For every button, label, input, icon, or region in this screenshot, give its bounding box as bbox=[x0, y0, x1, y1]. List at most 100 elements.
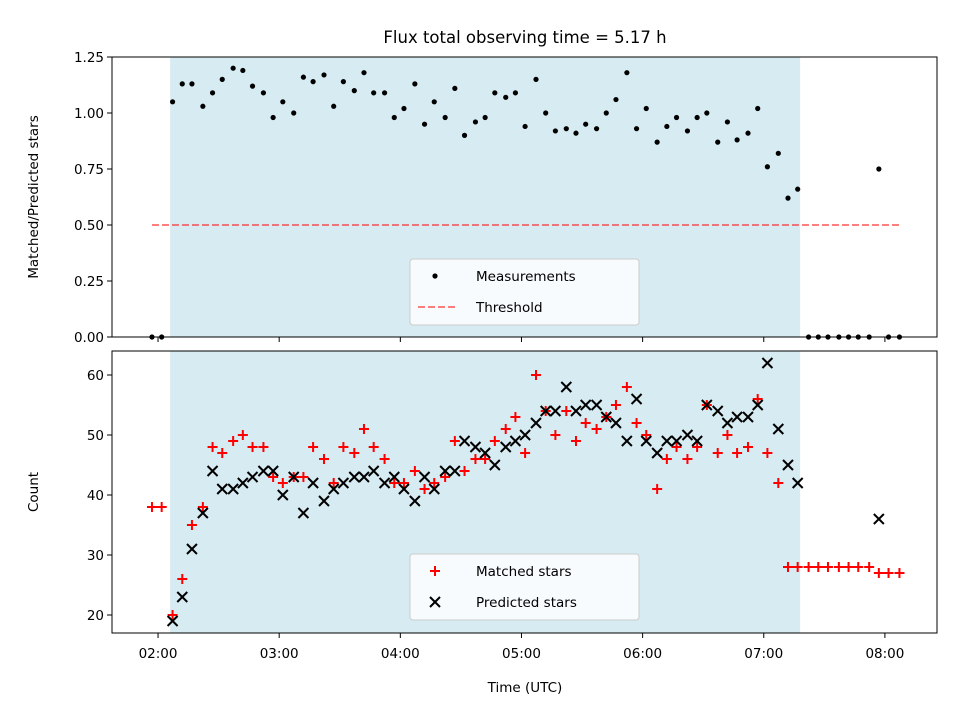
matched-star-point bbox=[661, 454, 672, 464]
measurement-point bbox=[179, 81, 185, 87]
predicted-star-point bbox=[712, 405, 724, 417]
x-tick-label: 02:00 bbox=[139, 646, 178, 662]
predicted-star-point bbox=[327, 483, 340, 495]
matched-star-point bbox=[570, 436, 581, 446]
matched-star-point bbox=[429, 478, 440, 488]
measurement-point bbox=[522, 123, 528, 130]
measurement-point bbox=[421, 121, 428, 127]
predicted-star-point bbox=[176, 591, 188, 603]
matched-star-point bbox=[520, 448, 531, 458]
predicted-star-point bbox=[348, 471, 360, 483]
y-tick-label: 1.25 bbox=[74, 50, 104, 66]
measurement-point bbox=[684, 128, 691, 134]
predicted-star-point bbox=[449, 465, 461, 477]
matched-star-point bbox=[328, 478, 339, 488]
measurement-point bbox=[391, 114, 397, 121]
measurement-point bbox=[442, 114, 448, 121]
measurement-point bbox=[492, 90, 498, 96]
measurement-point bbox=[209, 90, 216, 96]
measurement-point bbox=[704, 110, 710, 116]
bottom-panel: 20 30 40 50 60 02:00 03:00 04:00 05:00 06:00 07:00… bbox=[26, 350, 938, 662]
predicted-star-point bbox=[388, 471, 400, 483]
measurement-point bbox=[351, 88, 357, 94]
matched-star-point bbox=[510, 412, 521, 422]
measurement-point bbox=[310, 79, 316, 85]
predicted-star-point bbox=[288, 471, 300, 483]
x-axis-label: Time (UTC) bbox=[487, 680, 563, 696]
y-tick-label: 0.75 bbox=[74, 162, 104, 178]
measurement-point bbox=[240, 67, 246, 74]
matched-star-point bbox=[752, 394, 763, 404]
matched-star-point bbox=[591, 424, 602, 434]
measurement-point bbox=[593, 126, 600, 132]
measurement-point bbox=[461, 132, 468, 138]
matched-star-point bbox=[864, 562, 875, 572]
predicted-star-point bbox=[227, 483, 239, 495]
bottom-axes-frame bbox=[111, 350, 938, 634]
predicted-star-point bbox=[539, 405, 552, 417]
predicted-star-point bbox=[600, 411, 612, 423]
measurement-point bbox=[503, 94, 509, 100]
predicted-star-point bbox=[307, 477, 319, 489]
measurement-point bbox=[452, 85, 458, 91]
matched-star-point bbox=[207, 442, 218, 452]
top-legend-box bbox=[409, 258, 640, 326]
predicted-star-point bbox=[721, 417, 734, 429]
matched-star-point bbox=[682, 454, 693, 464]
matched-star-point bbox=[319, 454, 330, 464]
matched-star-point bbox=[409, 466, 420, 476]
measurement-point bbox=[401, 105, 407, 112]
matched-star-point bbox=[470, 454, 481, 464]
predicted-star-point bbox=[418, 471, 431, 483]
predicted-star-point bbox=[337, 477, 350, 489]
predicted-star-point bbox=[570, 405, 582, 417]
matched-star-point bbox=[186, 520, 197, 530]
matched-star-point bbox=[853, 562, 864, 572]
matched-star-point bbox=[349, 448, 360, 458]
x-tick-label: 06:00 bbox=[623, 646, 662, 662]
x-tick-label: 03:00 bbox=[260, 646, 299, 662]
predicted-star-point bbox=[681, 429, 694, 441]
measurement-point bbox=[664, 123, 670, 130]
predicted-star-point bbox=[509, 435, 522, 447]
measurement-point bbox=[715, 139, 721, 145]
matched-star-point bbox=[631, 418, 642, 428]
matched-star-point bbox=[813, 562, 824, 572]
measurement-point bbox=[169, 99, 176, 105]
x-tick-label: 08:00 bbox=[865, 646, 904, 662]
y-tick-label: 30 bbox=[87, 548, 104, 564]
matched-star-point bbox=[822, 562, 833, 572]
measurement-point bbox=[219, 76, 225, 82]
matched-star-point bbox=[722, 430, 733, 440]
predicted-star-point bbox=[216, 483, 228, 495]
measurement-point bbox=[734, 137, 740, 143]
measurement-point bbox=[573, 130, 579, 136]
predicted-star-point bbox=[772, 423, 785, 435]
predicted-star-point bbox=[701, 399, 713, 411]
matched-star-point bbox=[621, 382, 632, 392]
measurement-point bbox=[533, 76, 539, 82]
measurement-point bbox=[291, 110, 297, 116]
top-y-axis-label: Matched/Predicted stars bbox=[26, 115, 42, 278]
measurement-point bbox=[694, 114, 700, 121]
matched-star-point bbox=[197, 502, 208, 512]
legend-predicted-marker bbox=[429, 596, 441, 608]
matched-star-point bbox=[156, 502, 167, 512]
measurement-point bbox=[300, 74, 307, 80]
bottom-legend-box bbox=[409, 553, 640, 621]
predicted-star-point bbox=[560, 381, 573, 393]
predicted-star-point bbox=[197, 507, 209, 519]
predicted-star-point bbox=[367, 465, 380, 477]
predicted-star-point bbox=[186, 543, 198, 555]
predicted-star-point bbox=[873, 513, 885, 525]
legend-label: Matched stars bbox=[476, 564, 572, 580]
predicted-star-point bbox=[691, 435, 703, 447]
predicted-star-point bbox=[791, 477, 804, 489]
y-tick-label: 60 bbox=[87, 368, 104, 384]
predicted-star-point bbox=[428, 483, 440, 495]
matched-star-point bbox=[641, 430, 652, 440]
measurement-point bbox=[280, 99, 286, 105]
measurement-point bbox=[331, 103, 337, 109]
matched-star-point bbox=[389, 478, 400, 488]
